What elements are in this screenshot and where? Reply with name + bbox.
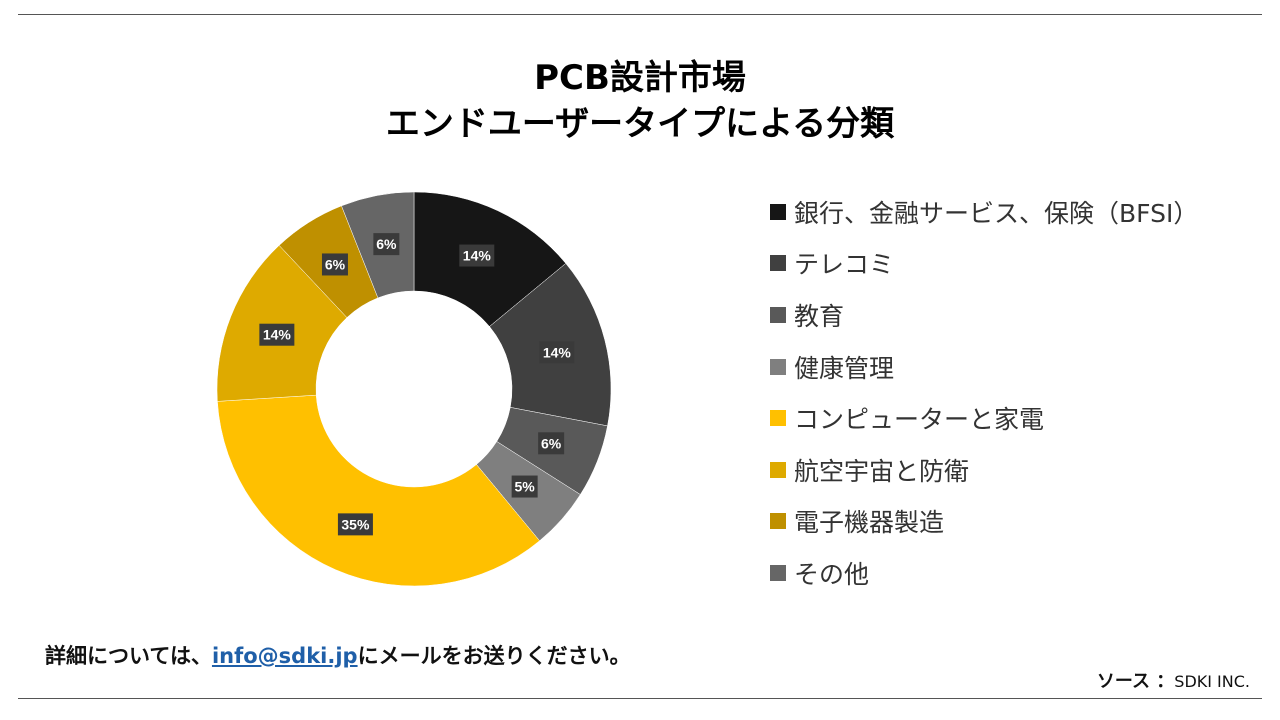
source-note: ソース ：SDKI INC.	[1097, 667, 1250, 693]
data-label-text: 14%	[463, 248, 492, 264]
data-label-text: 35%	[341, 516, 370, 532]
data-label-box	[373, 233, 400, 256]
legend-swatch	[770, 358, 786, 375]
legend-item: 銀行、金融サービス、保険（BFSI）	[770, 186, 1198, 238]
legend-label: 航空宇宙と防衛	[794, 456, 970, 486]
legend-label: 電子機器製造	[794, 508, 945, 538]
data-label: 14%	[459, 244, 495, 267]
data-label: 5%	[511, 475, 538, 498]
legend-item: 電子機器製造	[770, 496, 1198, 548]
legend-label: その他	[794, 559, 870, 589]
legend-label: 銀行、金融サービス、保険（BFSI）	[794, 198, 1199, 228]
data-label: 14%	[539, 341, 575, 364]
data-label: 6%	[373, 233, 400, 256]
contact-prefix: 詳細については、	[45, 644, 212, 668]
legend-item: 航空宇宙と防衛	[770, 444, 1198, 496]
legend-swatch	[770, 255, 786, 272]
data-label-box	[511, 475, 538, 498]
source-value: SDKI INC.	[1174, 672, 1250, 691]
legend-item: 教育	[770, 289, 1198, 341]
legend-swatch	[770, 461, 786, 478]
data-label: 6%	[321, 253, 348, 276]
legend-swatch	[770, 513, 786, 530]
donut-chart: 14% 14% 6% 5% 35% 14% 6% 6%	[216, 191, 612, 587]
chart-subtitle: エンドユーザータイプによる分類	[385, 104, 895, 144]
legend-label: 教育	[794, 301, 845, 331]
donut-slice	[217, 394, 540, 587]
data-label: 6%	[538, 432, 565, 455]
data-label-box	[259, 323, 295, 346]
data-label: 14%	[259, 323, 295, 346]
data-label-text: 14%	[263, 327, 292, 343]
data-label-box	[539, 341, 575, 364]
data-label-box	[459, 244, 495, 267]
data-label: 35%	[337, 513, 373, 536]
data-label-text: 6%	[376, 236, 397, 252]
data-label-text: 14%	[543, 344, 572, 360]
data-label-text: 6%	[541, 435, 562, 451]
data-label-box	[321, 253, 348, 276]
legend-item: テレコミ	[770, 238, 1198, 290]
source-label: ソース ：	[1096, 671, 1175, 692]
legend-label: 健康管理	[794, 353, 895, 383]
contact-suffix: にメールをお送りください。	[357, 644, 631, 668]
data-label-text: 5%	[515, 479, 536, 495]
bottom-divider	[18, 698, 1262, 699]
legend-swatch	[770, 203, 786, 220]
legend-item: その他	[770, 547, 1198, 599]
chart-legend: 銀行、金融サービス、保険（BFSI） テレコミ教育健康管理コンピューターと家電 航空…	[770, 186, 1198, 599]
data-label-box	[538, 432, 565, 455]
chart-title: PCB設計市場	[534, 58, 746, 98]
legend-swatch	[770, 564, 786, 581]
legend-swatch	[770, 410, 786, 427]
legend-label: テレコミ	[794, 250, 895, 280]
legend-label: コンピューターと家電	[794, 405, 1045, 435]
email-link[interactable]: info@sdki.jp	[211, 644, 358, 668]
legend-swatch	[770, 306, 786, 323]
data-label-text: 6%	[325, 256, 346, 272]
data-label-box	[337, 513, 373, 536]
top-divider	[18, 14, 1262, 15]
legend-item: コンピューターと家電	[770, 392, 1198, 444]
legend-item: 健康管理	[770, 341, 1198, 393]
contact-note: 詳細については、info@sdki.jpにメールをお送りください。	[45, 640, 631, 670]
